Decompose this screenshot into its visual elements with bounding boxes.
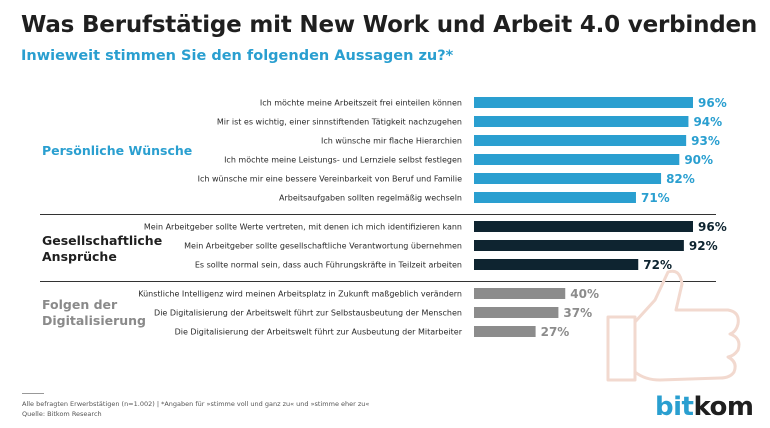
logo-part-bit: bit bbox=[655, 392, 694, 422]
bar-value-label: 37% bbox=[563, 306, 592, 320]
bar-value-label: 96% bbox=[698, 96, 727, 110]
footnote-base: Alle befragten Erwerbstätigen (n=1.002) … bbox=[22, 400, 370, 408]
bar-value-label: 96% bbox=[698, 220, 727, 234]
group-label-digitalization-effects: Folgen der Digitalisierung bbox=[42, 297, 146, 328]
group-separator bbox=[40, 214, 716, 215]
bar bbox=[474, 259, 639, 270]
bar-label: Mein Arbeitgeber sollte gesellschaftlich… bbox=[184, 242, 462, 251]
bar-value-label: 90% bbox=[684, 153, 713, 167]
group-separator bbox=[40, 281, 716, 282]
bar bbox=[474, 288, 566, 299]
bar-value-label: 93% bbox=[691, 134, 720, 148]
bar bbox=[474, 240, 684, 251]
bar-label: Ich möchte meine Arbeitszeit frei eintei… bbox=[260, 99, 462, 108]
bar bbox=[474, 97, 693, 108]
thumbs-up-icon bbox=[606, 269, 741, 382]
logo-part-kom: kom bbox=[693, 392, 754, 422]
bar bbox=[474, 173, 662, 184]
bar-label: Ich wünsche mir flache Hierarchien bbox=[321, 137, 462, 146]
bar-label: Arbeitsaufgaben sollten regelmäßig wechs… bbox=[279, 194, 462, 203]
bar-value-label: 94% bbox=[693, 115, 722, 129]
footnote: Alle befragten Erwerbstätigen (n=1.002) … bbox=[22, 399, 369, 419]
bar-value-label: 71% bbox=[641, 191, 670, 205]
bar-label: Die Digitalisierung der Arbeitswelt führ… bbox=[175, 328, 463, 337]
chart-subtitle: Inwieweit stimmen Sie den folgenden Auss… bbox=[21, 48, 454, 64]
bar-label: Künstliche Intelligenz wird meinen Arbei… bbox=[138, 290, 462, 299]
bar-value-label: 27% bbox=[541, 325, 570, 339]
bar-label: Ich möchte meine Leistungs- und Lernziel… bbox=[224, 156, 462, 165]
footnote-source: Quelle: Bitkom Research bbox=[22, 410, 102, 418]
bar-label: Die Digitalisierung der Arbeitswelt führ… bbox=[154, 309, 462, 318]
bar-label: Mein Arbeitgeber sollte Werte vertreten,… bbox=[144, 223, 462, 232]
group-label-societal-demands: Gesellschaftliche Ansprüche bbox=[42, 233, 163, 264]
bar bbox=[474, 221, 693, 232]
footnote-divider bbox=[22, 393, 44, 394]
bar bbox=[474, 192, 636, 203]
bar-value-label: 72% bbox=[643, 258, 672, 272]
bar bbox=[474, 326, 536, 337]
bar-value-label: 82% bbox=[666, 172, 695, 186]
bar bbox=[474, 154, 680, 165]
chart-title: Was Berufstätige mit New Work und Arbeit… bbox=[21, 12, 758, 38]
bar-value-label: 92% bbox=[689, 239, 718, 253]
bar-label: Ich wünsche mir eine bessere Vereinbarke… bbox=[198, 175, 462, 184]
bitkom-logo: bitkom bbox=[655, 392, 754, 422]
bar bbox=[474, 135, 687, 146]
group-label-personal-wishes: Persönliche Wünsche bbox=[42, 143, 193, 158]
bar bbox=[474, 307, 559, 318]
bar bbox=[474, 116, 689, 127]
bar-label: Es sollte normal sein, dass auch Führung… bbox=[195, 261, 462, 270]
bar-label: Mir ist es wichtig, einer sinnstiftenden… bbox=[217, 118, 462, 127]
bar-value-label: 40% bbox=[570, 287, 599, 301]
